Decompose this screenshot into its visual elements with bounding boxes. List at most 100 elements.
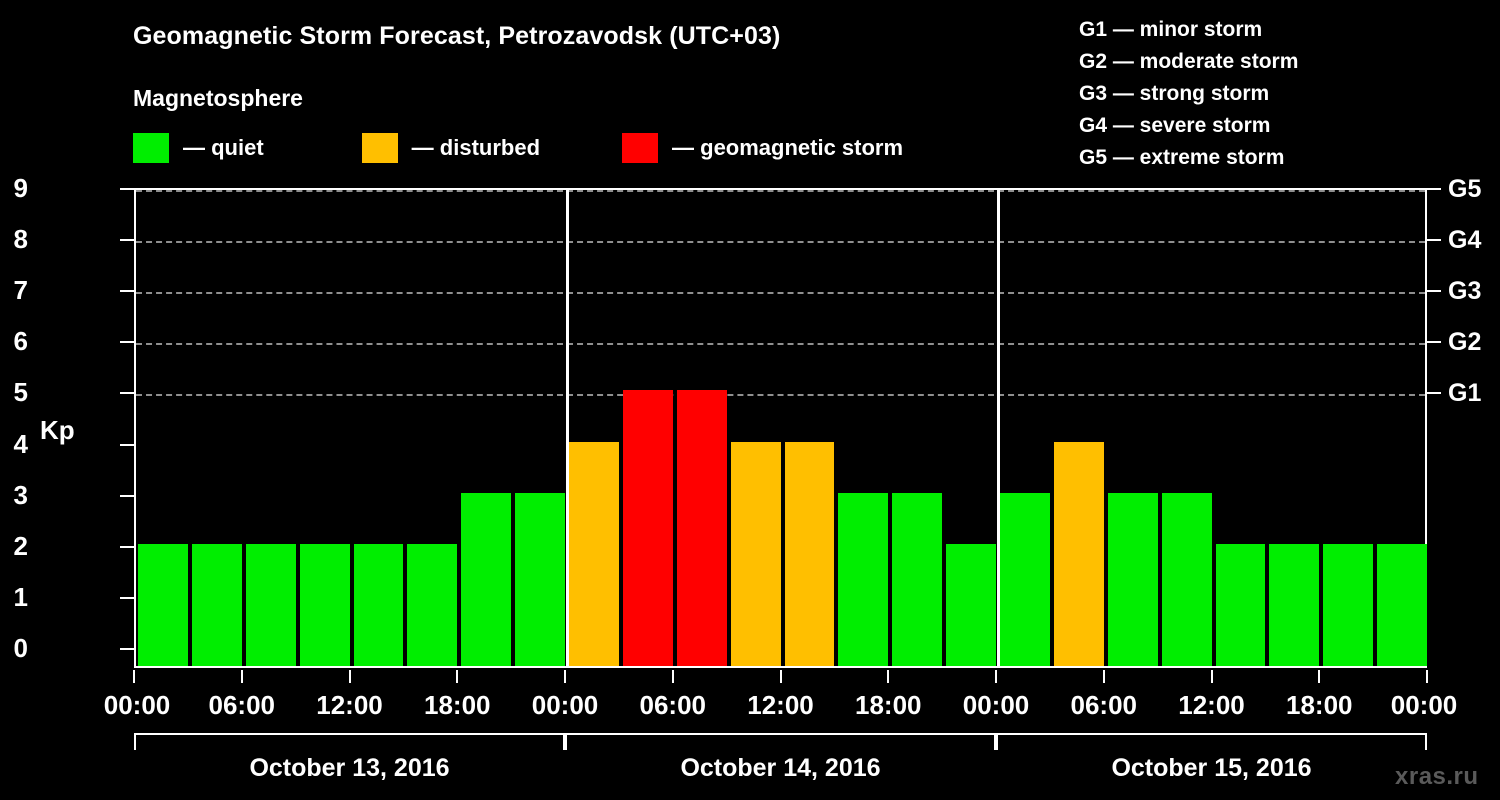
bars-layer [136,190,1427,666]
day-divider-1 [565,190,569,666]
bar [1107,492,1158,666]
bar [784,441,835,666]
g-scale-legend: G1 — minor storm G2 — moderate storm G3 — … [1079,14,1298,174]
y-tick-label-8: 8 [13,224,28,255]
legend-entry-storm: — geomagnetic storm [622,133,903,163]
y-tick-label-1: 1 [13,581,28,612]
quiet-swatch-icon [133,133,169,163]
g-tick-mark-G2 [1427,341,1441,344]
bar [1053,441,1104,666]
x-tick-label-11: 18:00 [1286,690,1353,720]
y-tick-label-6: 6 [13,326,28,357]
bar [569,441,619,666]
plot-area [134,188,1427,668]
x-tick-label-6: 12:00 [747,690,814,720]
x-tick-mark-5 [671,670,674,683]
date-bracket-2 [565,733,996,750]
y-tick-label-4: 4 [13,428,28,459]
x-tick-mark-4 [564,670,566,683]
g-scale-row-3: G3 — strong storm [1079,82,1270,105]
plot-inner [136,190,1427,666]
y-tick-mark-7 [120,290,134,293]
x-tick-mark-1 [240,670,243,683]
x-tick-label-4: 00:00 [531,690,599,720]
y-tick-mark-9 [120,188,134,190]
x-tick-mark-9 [1102,670,1105,683]
y-tick-mark-4 [120,443,134,446]
day-divider-2 [996,190,1000,666]
y-tick-mark-6 [120,341,134,344]
g-tick-mark-G5 [1427,188,1441,190]
y-tick-label-7: 7 [13,275,28,306]
g-tick-label-G5: G5 [1448,175,1482,203]
gridline-kp-5 [136,394,1425,397]
gridline-kp-6 [136,343,1425,346]
bar [946,543,996,666]
gridline-kp-7 [136,292,1425,295]
y-tick-label-0: 0 [13,633,28,663]
x-tick-label-9: 06:00 [1070,690,1138,720]
y-tick-mark-5 [120,392,134,395]
g-tick-label-G4: G4 [1448,226,1482,255]
magnetosphere-label: Magnetosphere [133,85,303,111]
bar [191,543,242,666]
bar [1269,543,1320,666]
x-tick-label-8: 00:00 [962,690,1030,720]
x-tick-label-7: 18:00 [855,690,922,720]
legend-label-quiet: — quiet [183,135,264,160]
g-scale-row-4: G4 — severe storm [1079,114,1271,137]
y-tick-mark-2 [120,545,134,548]
x-tick-label-12: 00:00 [1390,690,1458,720]
x-tick-mark-11 [1318,670,1321,683]
g-tick-mark-G3 [1427,290,1441,293]
x-tick-mark-2 [348,670,351,683]
x-tick-mark-6 [779,670,782,683]
g-tick-mark-G4 [1427,239,1441,242]
legend-label-disturbed: — disturbed [411,135,541,160]
date-bracket-3 [996,733,1427,750]
x-tick-label-10: 12:00 [1178,690,1245,720]
x-tick-label-3: 18:00 [424,690,491,720]
x-tick-mark-7 [887,670,890,683]
bar [1323,543,1374,666]
date-bracket-1 [134,733,565,750]
x-tick-label-0: 00:00 [103,690,171,720]
g-tick-mark-G1 [1427,392,1441,395]
x-tick-mark-10 [1210,670,1213,683]
x-tick-mark-8 [995,670,997,683]
watermark: xras.ru [1395,763,1479,790]
x-tick-label-1: 06:00 [208,690,276,720]
date-label-1: October 13, 2016 [249,754,450,782]
x-tick-mark-12 [1426,670,1428,683]
color-legend: — quiet — disturbed — geomagnetic storm [133,133,903,163]
x-tick-label-2: 12:00 [316,690,383,720]
y-tick-mark-8 [120,239,134,242]
g-tick-label-G2: G2 [1448,328,1482,357]
bar [353,543,404,666]
y-tick-mark-3 [120,494,134,497]
g-tick-label-G1: G1 [1448,379,1482,408]
bar [407,543,458,666]
page-title: Geomagnetic Storm Forecast, Petrozavodsk… [133,22,781,50]
x-tick-mark-0 [133,670,135,683]
bar [676,390,727,666]
legend-entry-disturbed: — disturbed [361,133,541,163]
date-label-2: October 14, 2016 [680,754,881,782]
x-tick-label-5: 06:00 [639,690,707,720]
bar [730,441,781,666]
bar [622,390,673,666]
y-tick-mark-0 [120,648,134,650]
g-scale-row-2: G2 — moderate storm [1079,50,1299,73]
x-tick-mark-3 [456,670,459,683]
bar [838,492,889,666]
legend-entry-quiet: — quiet [133,133,264,163]
bar [245,543,296,666]
y-tick-label-9: 9 [13,173,28,203]
storm-swatch-icon [622,133,659,163]
y-tick-label-5: 5 [13,377,28,408]
y-tick-mark-1 [120,596,134,599]
y-tick-label-3: 3 [13,479,28,510]
bar [1161,492,1212,666]
date-label-3: October 15, 2016 [1111,754,1312,782]
bar [1215,543,1266,666]
